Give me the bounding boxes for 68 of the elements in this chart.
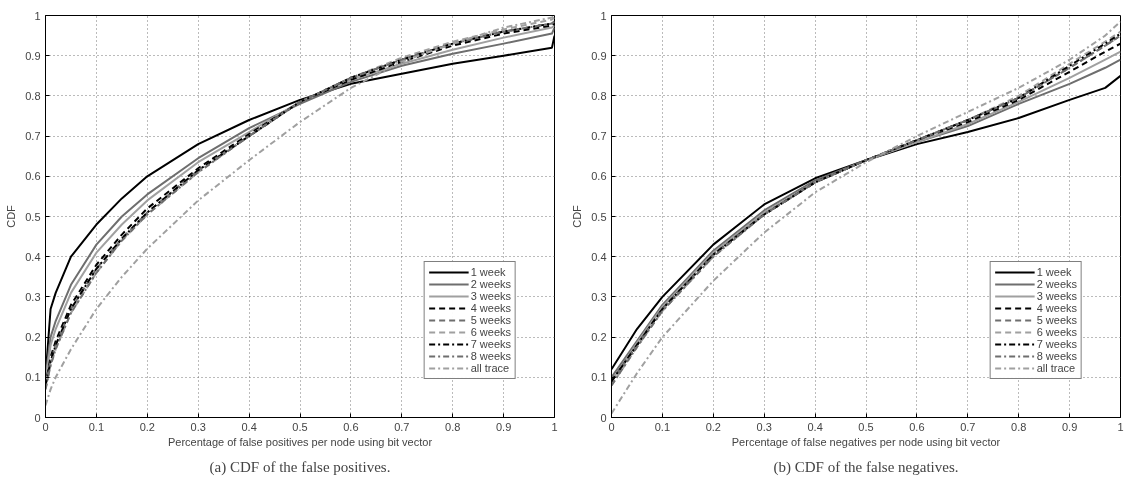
x-tick-label: 0.1 bbox=[88, 420, 105, 433]
y-tick-label: 0.2 bbox=[25, 331, 41, 344]
y-tick-label: 0.9 bbox=[591, 49, 607, 62]
text: (a) CDF of the false positives. bbox=[209, 458, 391, 476]
x-tick-label: 0 bbox=[42, 420, 49, 433]
y-tick-label: 0.5 bbox=[25, 210, 41, 223]
y-tick-label: 1 bbox=[600, 9, 607, 22]
x-tick-label: 0.2 bbox=[705, 420, 721, 433]
x-tick-label: 0.4 bbox=[241, 420, 257, 433]
legend-label: 7 weeks bbox=[1036, 338, 1077, 350]
y-tick-label: 0.3 bbox=[591, 290, 607, 303]
x-tick-label: 0.7 bbox=[960, 420, 976, 433]
y-tick-label: 0.8 bbox=[591, 89, 607, 102]
legend-label: 6 weeks bbox=[1036, 326, 1077, 338]
x-tick-label: 0.9 bbox=[1061, 420, 1078, 433]
legend-label: 5 weeks bbox=[470, 314, 511, 326]
x-tick-label: 0.8 bbox=[445, 420, 461, 433]
x-tick-label: 0.3 bbox=[756, 420, 772, 433]
x-axis-title: Percentage of false positives per node using bit vector bbox=[167, 435, 433, 448]
x-tick-label: 0.6 bbox=[343, 420, 359, 433]
x-axis-title: Percentage of false negatives per node using bit vector bbox=[731, 435, 1001, 448]
legend-label: 3 weeks bbox=[470, 290, 511, 302]
y-tick-label: 0.6 bbox=[591, 170, 607, 183]
x-tick-label: 0.6 bbox=[909, 420, 925, 433]
x-tick-label: 1 bbox=[1117, 420, 1124, 433]
x-tick-label: 0.3 bbox=[190, 420, 206, 433]
y-tick-label: 0.1 bbox=[591, 371, 607, 384]
legend-label: 8 weeks bbox=[1036, 350, 1077, 362]
x-tick-label: 0.2 bbox=[139, 420, 155, 433]
legend-label: 4 weeks bbox=[1036, 302, 1077, 314]
y-tick-label: 0.5 bbox=[591, 210, 607, 223]
x-tick-label: 0.8 bbox=[1011, 420, 1027, 433]
y-tick-label: 0.7 bbox=[25, 130, 41, 143]
legend-label: 1 week bbox=[1036, 266, 1072, 278]
y-tick-label: 0 bbox=[34, 411, 41, 424]
y-tick-label: 1 bbox=[34, 9, 41, 22]
legend-label: 2 weeks bbox=[470, 278, 511, 290]
y-tick-label: 0.3 bbox=[25, 290, 41, 303]
x-tick-label: 0.9 bbox=[495, 420, 512, 433]
y-tick-label: 0.2 bbox=[591, 331, 607, 344]
legend-label: 1 week bbox=[470, 266, 506, 278]
text: (b) CDF of the false negatives. bbox=[773, 458, 959, 476]
legend-label: 6 weeks bbox=[470, 326, 511, 338]
y-axis-title: CDF bbox=[5, 204, 18, 228]
y-tick-label: 0.1 bbox=[25, 371, 41, 384]
y-tick-label: 0.4 bbox=[591, 250, 607, 263]
legend-label: 5 weeks bbox=[1036, 314, 1077, 326]
legend-label: all trace bbox=[1036, 362, 1076, 374]
x-tick-label: 0.5 bbox=[858, 420, 874, 433]
y-axis-title: CDF bbox=[571, 204, 584, 228]
y-tick-label: 0.6 bbox=[25, 170, 41, 183]
legend-label: 7 weeks bbox=[470, 338, 511, 350]
x-tick-label: 0.5 bbox=[292, 420, 308, 433]
y-tick-label: 0.4 bbox=[25, 250, 41, 263]
legend-label: 4 weeks bbox=[470, 302, 511, 314]
x-tick-label: 0.4 bbox=[807, 420, 823, 433]
y-tick-label: 0.7 bbox=[591, 130, 607, 143]
y-tick-label: 0 bbox=[600, 411, 607, 424]
x-tick-label: 1 bbox=[551, 420, 558, 433]
legend-label: all trace bbox=[470, 362, 510, 374]
legend-label: 3 weeks bbox=[1036, 290, 1077, 302]
legend-label: 8 weeks bbox=[470, 350, 511, 362]
x-tick-label: 0 bbox=[608, 420, 615, 433]
x-tick-label: 0.7 bbox=[394, 420, 410, 433]
y-tick-label: 0.8 bbox=[25, 89, 41, 102]
x-tick-label: 0.1 bbox=[654, 420, 671, 433]
y-tick-label: 0.9 bbox=[25, 49, 41, 62]
legend-label: 2 weeks bbox=[1036, 278, 1077, 290]
